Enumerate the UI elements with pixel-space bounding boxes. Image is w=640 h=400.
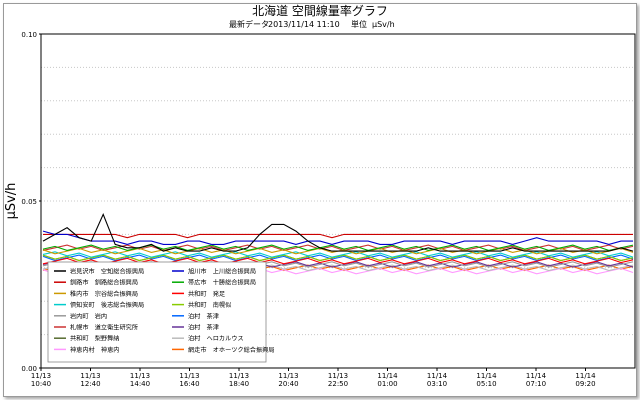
chart-subtitle: 最新データ 2013/11/14 11:10 単位 μSv/h (229, 19, 395, 29)
legend-label: 帯広市 十勝総合振興局 (188, 279, 256, 287)
legend-label: 稚内市 宗谷総合振興局 (70, 290, 138, 298)
x-tick-time: 09:20 (575, 380, 595, 388)
legend-box (47, 261, 267, 363)
chart-title: 北海道 空間線量率グラフ (252, 3, 388, 18)
legend-label: 倶知安町 後志総合振興局 (70, 301, 144, 309)
series-line (42, 254, 634, 262)
y-axis-label: μSv/h (4, 183, 19, 220)
x-tick-date: 11/14 (377, 372, 398, 380)
x-tick-date: 11/14 (526, 372, 547, 380)
legend-label: 泊村 茶津 (188, 312, 219, 320)
x-tick-time: 03:10 (427, 380, 447, 388)
y-tick-label: 0.10 (21, 31, 37, 39)
x-tick-date: 11/14 (427, 372, 448, 380)
x-tick-time: 01:00 (377, 380, 397, 388)
legend-label: 釧路市 釧路総合振興局 (70, 279, 138, 287)
x-tick-date: 11/13 (229, 372, 249, 380)
legend-label: 岩内町 岩内 (70, 312, 107, 320)
y-tick-label: 0.00 (21, 365, 37, 373)
x-tick-time: 20:40 (278, 380, 298, 388)
x-tick-time: 14:40 (130, 380, 150, 388)
legend-label: 共和町 発足 (188, 290, 225, 298)
series-line (42, 212, 634, 252)
x-tick-date: 11/14 (575, 372, 596, 380)
x-tick-time: 05:10 (476, 380, 496, 388)
x-tick-date: 11/14 (476, 372, 497, 380)
legend-label: 共和町 梨野舞納 (70, 335, 120, 343)
x-tick-time: 16:40 (179, 380, 199, 388)
x-tick-date: 11/13 (328, 372, 348, 380)
legend-label: 札幌市 道立衛生研究所 (70, 324, 138, 332)
subtitle-label: 最新データ (229, 19, 269, 29)
legend-label: 共和町 南幌似 (188, 301, 231, 309)
legend-label: 神恵内村 神恵内 (70, 346, 120, 354)
x-tick-date: 11/13 (278, 372, 298, 380)
legend-label: 泊村 茶津 (188, 324, 219, 332)
x-tick-date: 11/13 (179, 372, 199, 380)
series-line (42, 251, 634, 258)
x-tick-time: 10:40 (31, 380, 51, 388)
x-tick-date: 11/13 (130, 372, 150, 380)
series-line (42, 230, 633, 245)
x-tick-date: 11/13 (31, 372, 51, 380)
x-tick-time: 12:40 (80, 380, 100, 388)
legend-label: 泊村 ヘロカルウス (188, 335, 244, 343)
x-tick-time: 07:10 (526, 380, 546, 388)
y-tick-label: 0.05 (21, 198, 37, 206)
series-line (42, 254, 634, 262)
series-line (43, 233, 633, 239)
subtitle-unit-label: 単位 (351, 19, 367, 29)
y-tick-labels: 0.00 0.05 0.10 (21, 31, 41, 373)
x-tick-date: 11/13 (80, 372, 100, 380)
x-tick-time: 18:40 (229, 380, 249, 388)
x-tick-labels: 11/1310:4011/1312:4011/1314:4011/1316:40… (31, 368, 596, 388)
legend-label: 岩見沢市 空知総合振興局 (70, 268, 144, 276)
subtitle-time: 2013/11/14 11:10 (268, 20, 340, 29)
legend-label: 旭川市 上川総合振興局 (188, 268, 256, 276)
legend-label: 網走市 オホーツク総合振興局 (188, 346, 275, 354)
subtitle-unit: μSv/h (372, 20, 395, 29)
x-tick-time: 22:50 (328, 380, 348, 388)
